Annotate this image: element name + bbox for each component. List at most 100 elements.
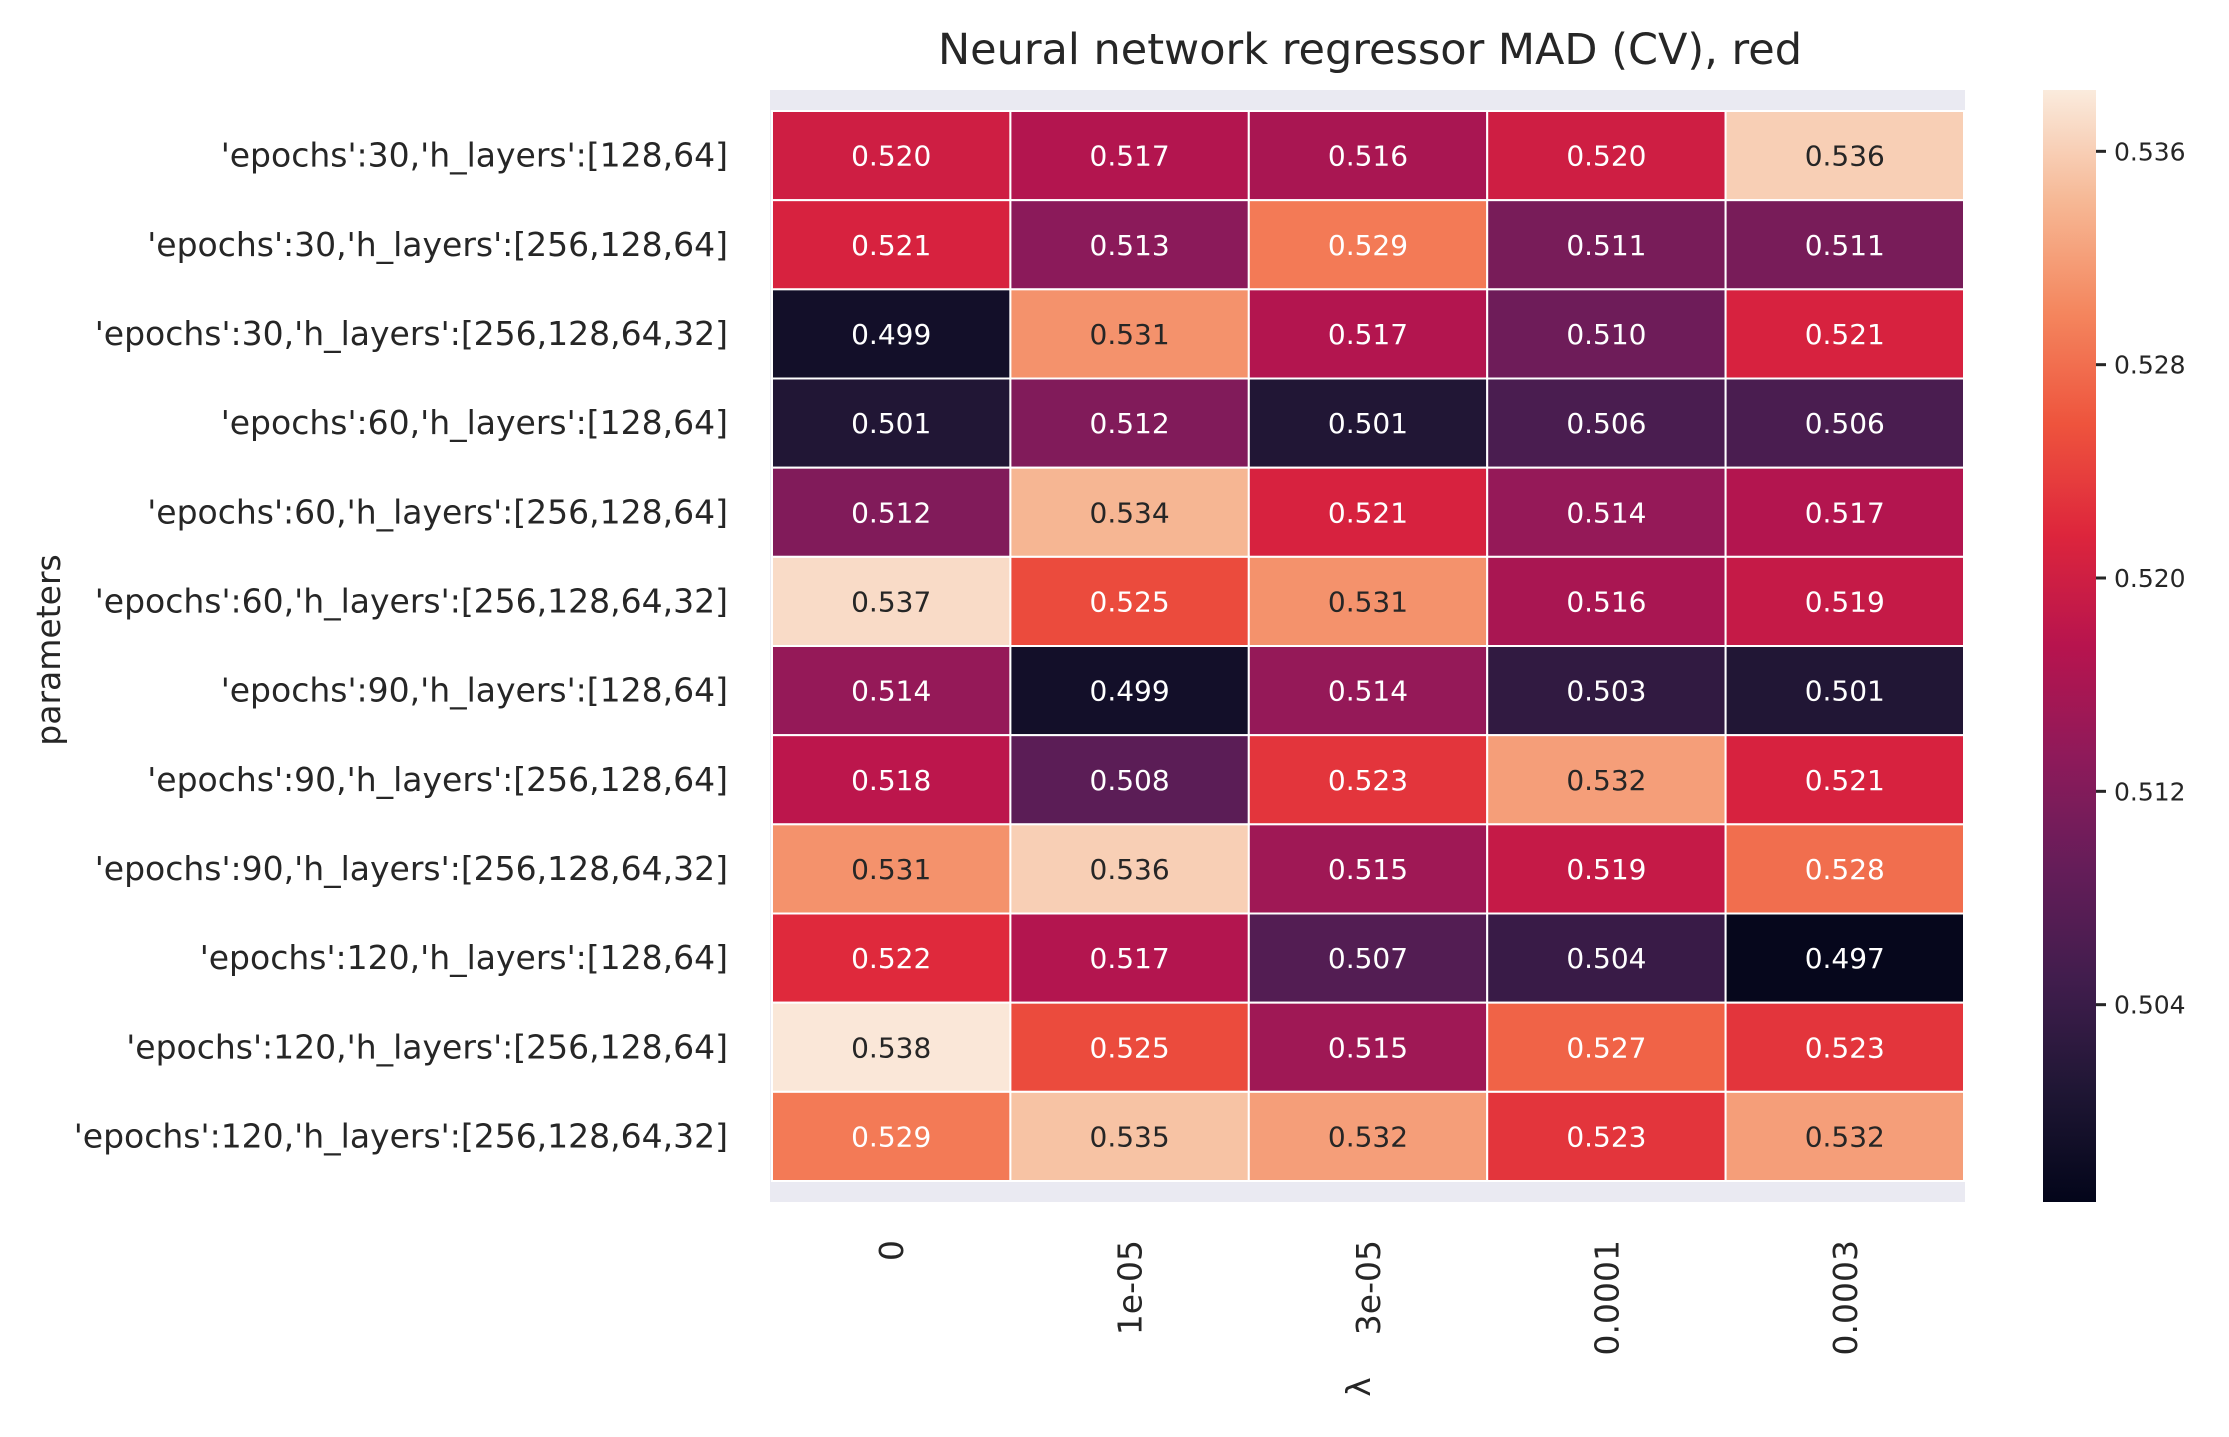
heatmap-cell	[1247, 912, 1489, 1004]
cell-value-label: 0.529	[851, 1120, 931, 1153]
cell-value-label: 0.537	[851, 585, 931, 618]
heatmap-cell	[771, 823, 1012, 915]
cell-value-label: 0.521	[1328, 496, 1408, 529]
heatmap-cell	[1247, 466, 1489, 558]
heatmap-cell	[1724, 823, 1965, 915]
colorbar-tick-label: 0.528	[2114, 351, 2186, 380]
cell-value-label: 0.532	[1805, 1120, 1885, 1153]
cell-value-label: 0.506	[1805, 407, 1885, 440]
cell-value-label: 0.514	[851, 675, 931, 708]
cell-value-label: 0.525	[1090, 585, 1170, 618]
cell-value-label: 0.529	[1328, 229, 1408, 262]
plot-area: 0.520 0.517 0.516 0.520 0.536 0.521 0.513 0.529…	[770, 90, 1965, 1202]
y-tick-label: 'epochs':120,'h_layers':[256,128,64,32]	[74, 1116, 728, 1155]
heatmap-cell	[1009, 288, 1250, 380]
heatmap-cell	[1009, 912, 1250, 1004]
y-tick-label: 'epochs':90,'h_layers':[256,128,64,32]	[95, 849, 728, 888]
colorbar-tick-label: 0.536	[2114, 137, 2186, 166]
heatmap-cell	[1009, 1090, 1250, 1183]
cell-value-label: 0.514	[1328, 675, 1408, 708]
cell-value-label: 0.515	[1328, 853, 1408, 886]
cell-value-label: 0.514	[1566, 496, 1646, 529]
cell-value-label: 0.511	[1805, 229, 1885, 262]
cell-value-label: 0.527	[1566, 1031, 1646, 1064]
heatmap-cell	[1486, 199, 1727, 291]
cell-value-label: 0.531	[1090, 318, 1170, 351]
y-tick-label: 'epochs':60,'h_layers':[256,128,64]	[147, 492, 728, 531]
heatmap-cell	[1247, 199, 1489, 291]
heatmap-cell	[1247, 1090, 1489, 1183]
cell-value-label: 0.501	[851, 407, 931, 440]
heatmap-cell	[1724, 199, 1965, 291]
cell-value-label: 0.511	[1566, 229, 1646, 262]
cell-value-label: 0.523	[1328, 764, 1408, 797]
heatmap-cell	[1009, 110, 1250, 202]
heatmap-cell	[771, 1090, 1012, 1183]
cell-value-label: 0.519	[1566, 853, 1646, 886]
heatmap-cell	[1724, 377, 1965, 469]
heatmap-cell	[1724, 288, 1965, 380]
heatmap-cell	[1724, 645, 1965, 737]
heatmap-cell	[1009, 1001, 1250, 1093]
x-tick-label: 0	[872, 1240, 911, 1261]
y-tick-label: 'epochs':120,'h_layers':[128,64]	[200, 938, 728, 977]
cell-value-label: 0.507	[1328, 942, 1408, 975]
heatmap-cell	[1247, 734, 1489, 826]
y-tick-label: 'epochs':120,'h_layers':[256,128,64]	[126, 1027, 728, 1066]
heatmap-cell	[1486, 734, 1727, 826]
y-tick-label: 'epochs':60,'h_layers':[128,64]	[221, 403, 728, 442]
cell-value-label: 0.522	[851, 942, 931, 975]
cell-value-label: 0.512	[1090, 407, 1170, 440]
cell-value-label: 0.532	[1566, 764, 1646, 797]
heatmap-cell	[1486, 823, 1727, 915]
heatmap-cell	[1486, 1090, 1727, 1183]
heatmap-cell	[1247, 823, 1489, 915]
cell-value-label: 0.517	[1090, 942, 1170, 975]
cell-value-label: 0.510	[1566, 318, 1646, 351]
heatmap-cell	[771, 912, 1012, 1004]
cell-value-label: 0.508	[1090, 764, 1170, 797]
cell-value-label: 0.517	[1328, 318, 1408, 351]
heatmap-cell	[1486, 912, 1727, 1004]
y-tick-label: 'epochs':30,'h_layers':[128,64]	[221, 136, 728, 175]
chart-title: Neural network regressor MAD (CV), red	[938, 25, 1802, 75]
heatmap-cell	[1724, 555, 1965, 647]
heatmap-cell	[1247, 377, 1489, 469]
cell-value-label: 0.523	[1805, 1031, 1885, 1064]
x-tick-label: 1e-05	[1111, 1240, 1150, 1335]
cell-value-label: 0.519	[1805, 585, 1885, 618]
cell-value-label: 0.534	[1090, 496, 1170, 529]
cell-value-label: 0.499	[851, 318, 931, 351]
cell-value-label: 0.501	[1805, 675, 1885, 708]
cell-value-label: 0.531	[851, 853, 931, 886]
heatmap-cell	[1486, 377, 1727, 469]
heatmap-cell	[1247, 110, 1489, 202]
cell-value-label: 0.536	[1805, 140, 1885, 173]
heatmap-cell	[1486, 1001, 1727, 1093]
cell-value-label: 0.528	[1805, 853, 1885, 886]
cell-value-label: 0.516	[1328, 140, 1408, 173]
x-axis-label: λ	[1339, 1377, 1378, 1397]
cell-value-label: 0.538	[851, 1031, 931, 1064]
cell-value-label: 0.535	[1090, 1120, 1170, 1153]
x-tick-label: 0.0001	[1587, 1240, 1626, 1355]
x-tick-label: 3e-05	[1349, 1240, 1388, 1335]
heatmap-cell	[1486, 466, 1727, 558]
cell-value-label: 0.515	[1328, 1031, 1408, 1064]
cell-value-label: 0.531	[1328, 585, 1408, 618]
y-tick-label: 'epochs':30,'h_layers':[256,128,64,32]	[95, 314, 728, 353]
cell-value-label: 0.504	[1566, 942, 1646, 975]
heatmap-cell	[1009, 377, 1250, 469]
cell-value-label: 0.499	[1090, 675, 1170, 708]
heatmap-cell	[1724, 734, 1965, 826]
y-tick-label: 'epochs':90,'h_layers':[256,128,64]	[147, 760, 728, 799]
colorbar-gradient	[2043, 90, 2096, 1202]
cell-value-label: 0.517	[1090, 140, 1170, 173]
x-axis-ticks: 0 1e-05 3e-05 0.0001 0.0003	[872, 1240, 1865, 1355]
colorbar-tick-label: 0.520	[2114, 564, 2186, 593]
heatmap-cell	[1486, 288, 1727, 380]
x-tick-label: 0.0003	[1826, 1240, 1865, 1355]
cell-value-label: 0.516	[1566, 585, 1646, 618]
colorbar-tick-label: 0.512	[2114, 777, 2186, 806]
heatmap-cell	[1247, 288, 1489, 380]
